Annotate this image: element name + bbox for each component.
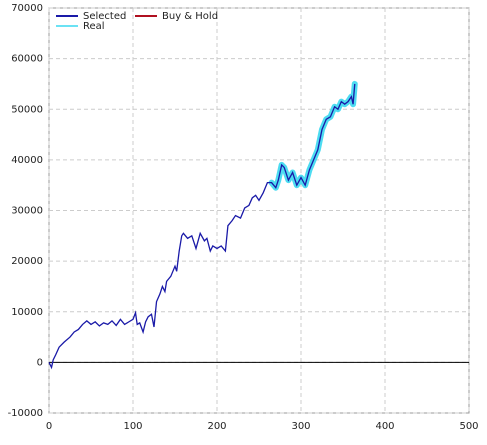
x-tick-label: 500 xyxy=(459,421,478,432)
y-tick-label: 30000 xyxy=(11,206,43,217)
y-tick-label: 50000 xyxy=(11,104,43,115)
y-tick-label: 10000 xyxy=(11,307,43,318)
legend-label: Selected xyxy=(83,11,126,22)
x-tick-label: 200 xyxy=(207,421,226,432)
x-tick-label: 0 xyxy=(46,421,52,432)
x-tick-label: 300 xyxy=(291,421,310,432)
y-tick-label: 20000 xyxy=(11,256,43,267)
legend-label: Buy & Hold xyxy=(162,11,218,22)
y-tick-label: 70000 xyxy=(11,3,43,14)
y-tick-label: 60000 xyxy=(11,54,43,65)
legend-label: Real xyxy=(83,21,105,32)
x-tick-label: 400 xyxy=(375,421,394,432)
y-tick-label: -10000 xyxy=(8,408,43,419)
x-tick-label: 100 xyxy=(123,421,142,432)
y-tick-label: 40000 xyxy=(11,155,43,166)
series-line xyxy=(48,83,356,370)
y-tick-label: 0 xyxy=(37,357,43,368)
